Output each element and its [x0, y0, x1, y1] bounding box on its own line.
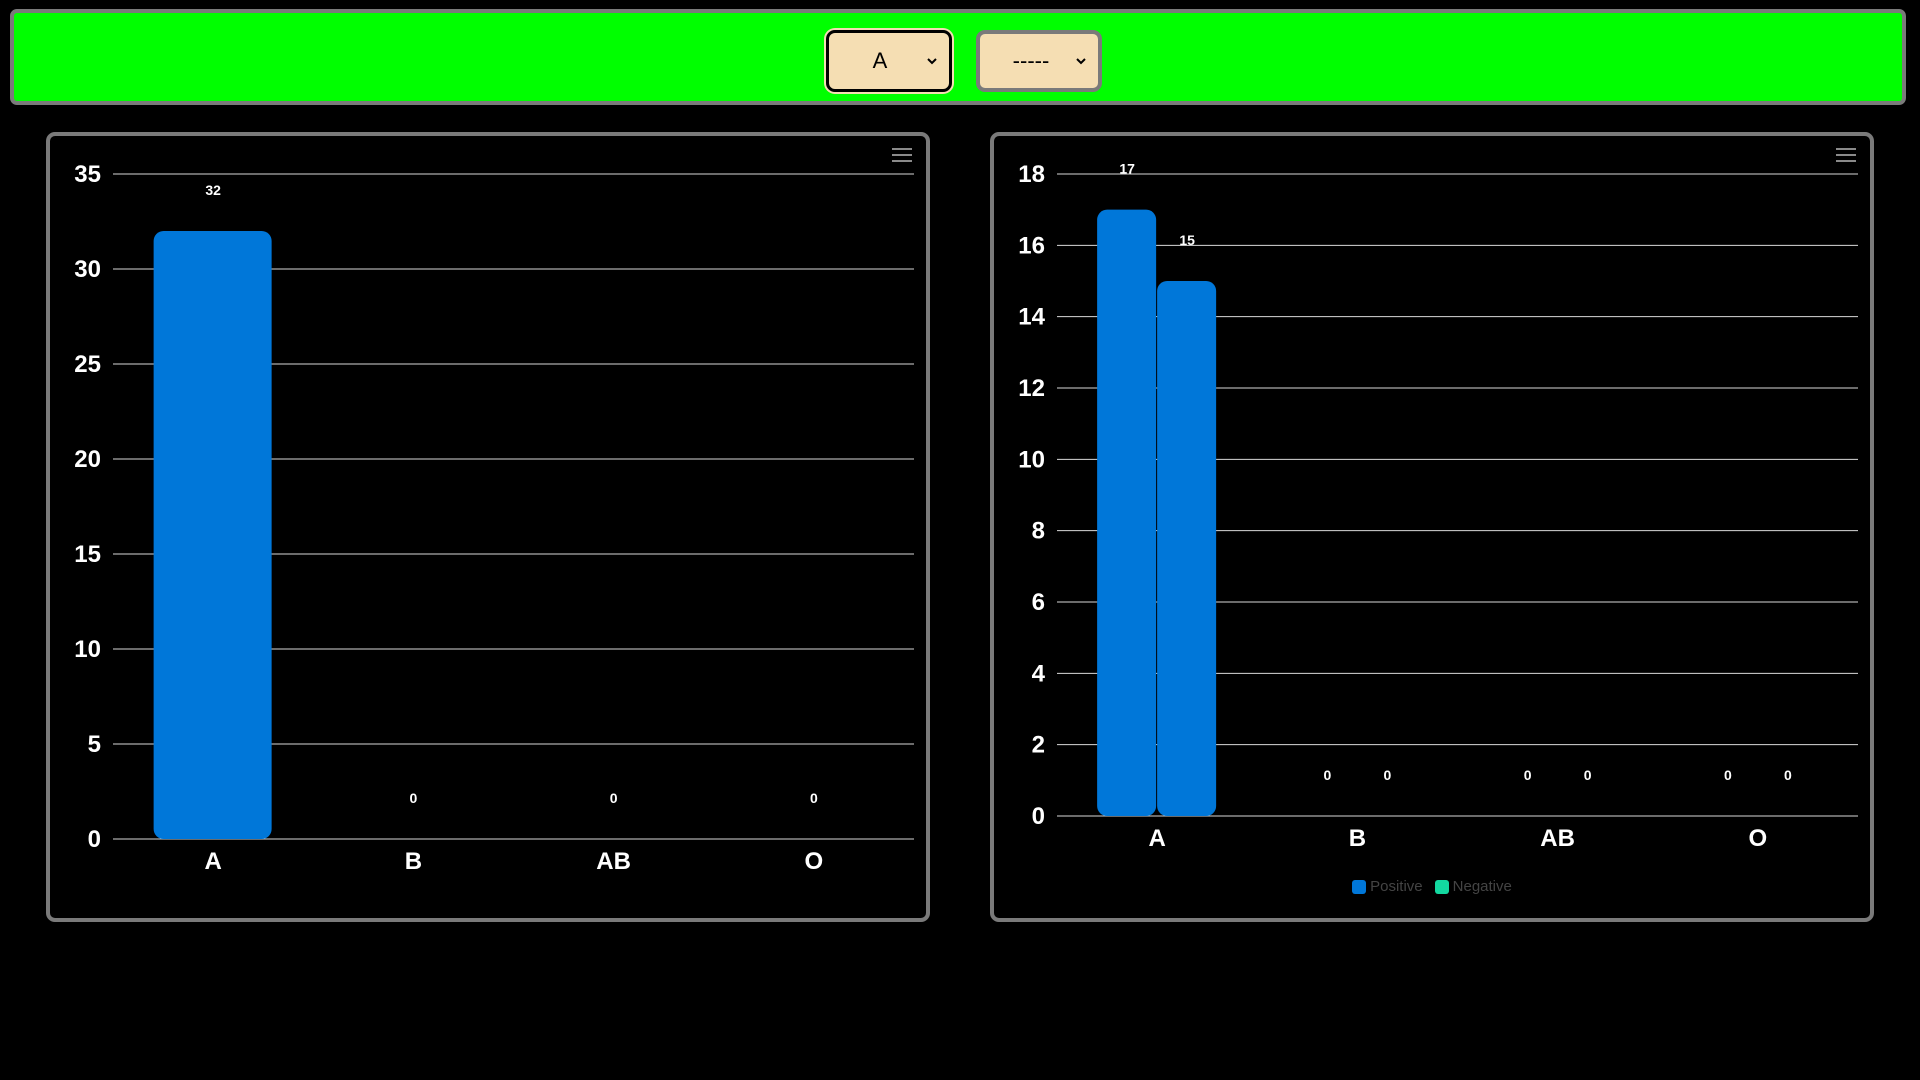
bar[interactable]	[153, 231, 272, 839]
y-tick-label: 5	[88, 731, 101, 758]
legend-item[interactable]: Negative	[1434, 878, 1512, 895]
data-label: 0	[409, 790, 417, 806]
x-tick-label: A	[204, 848, 221, 875]
y-tick-label: 16	[1018, 232, 1045, 259]
y-tick-label: 6	[1032, 589, 1045, 616]
rh-factor-select[interactable]: -----	[976, 30, 1102, 92]
blood-group-select-value: A	[872, 48, 888, 73]
legend-label: Negative	[1452, 878, 1512, 895]
chevron-down-icon	[927, 58, 937, 65]
data-label: 0	[1524, 767, 1532, 783]
bar[interactable]	[1157, 281, 1217, 816]
y-tick-label: 8	[1032, 518, 1045, 545]
rh-factor-select-value: -----	[1012, 48, 1050, 73]
x-tick-label: A	[1148, 825, 1165, 852]
y-tick-label: 30	[74, 256, 101, 283]
bar[interactable]	[1097, 209, 1157, 817]
chart-menu-icon[interactable]	[1836, 148, 1856, 164]
bar-chart-total: 0 5 10 15 20 25 30 35 32 A 0 B 0 AB 0 O	[74, 161, 914, 875]
y-tick-label: 0	[88, 826, 101, 853]
x-tick-label: O	[805, 848, 824, 875]
legend-swatch	[1352, 879, 1367, 894]
data-label: 32	[205, 182, 221, 198]
y-tick-label: 35	[74, 161, 101, 188]
chart-panel-total: 0 5 10 15 20 25 30 35 32 A 0 B 0 AB 0 O	[46, 132, 930, 922]
y-tick-label: 14	[1018, 304, 1045, 331]
data-label: 15	[1179, 232, 1195, 248]
y-tick-label: 12	[1018, 375, 1045, 402]
data-label: 0	[810, 790, 818, 806]
legend-item[interactable]: Positive	[1352, 878, 1423, 895]
y-tick-label: 0	[1032, 803, 1045, 830]
data-label: 0	[1784, 767, 1792, 783]
chart-panel-rh: 0 2 4 6 8 10 12 14 16 18 17 15 A 0 0 B 0 0 AB 0 0 O Positive N…	[990, 132, 1874, 922]
data-label: 0	[610, 790, 618, 806]
x-tick-label: AB	[596, 848, 631, 875]
x-tick-label: AB	[1540, 825, 1575, 852]
data-label: 0	[1383, 767, 1391, 783]
y-tick-label: 4	[1032, 660, 1046, 687]
x-tick-label: B	[1349, 825, 1366, 852]
data-label: 0	[1323, 767, 1331, 783]
blood-group-select[interactable]: A	[826, 30, 952, 92]
chart-menu-icon[interactable]	[892, 148, 912, 164]
chart-legend: Positive Negative	[994, 878, 1870, 898]
y-tick-label: 20	[74, 446, 101, 473]
x-tick-label: B	[405, 848, 422, 875]
y-tick-label: 18	[1018, 161, 1045, 188]
y-tick-label: 25	[74, 351, 101, 378]
chevron-down-icon	[1076, 58, 1086, 65]
top-filter-bar: A -----	[10, 9, 1906, 105]
data-label: 17	[1119, 161, 1135, 177]
legend-swatch	[1434, 879, 1449, 894]
x-tick-label: O	[1749, 825, 1768, 852]
legend-label: Positive	[1370, 878, 1423, 895]
bar-chart-rh: 0 2 4 6 8 10 12 14 16 18 17 15 A 0 0 B 0 0 AB 0 0 O	[1018, 161, 1858, 852]
y-tick-label: 10	[1018, 446, 1045, 473]
y-tick-label: 2	[1032, 732, 1045, 759]
data-label: 0	[1724, 767, 1732, 783]
data-label: 0	[1584, 767, 1592, 783]
y-tick-label: 10	[74, 636, 101, 663]
y-tick-label: 15	[74, 541, 101, 568]
